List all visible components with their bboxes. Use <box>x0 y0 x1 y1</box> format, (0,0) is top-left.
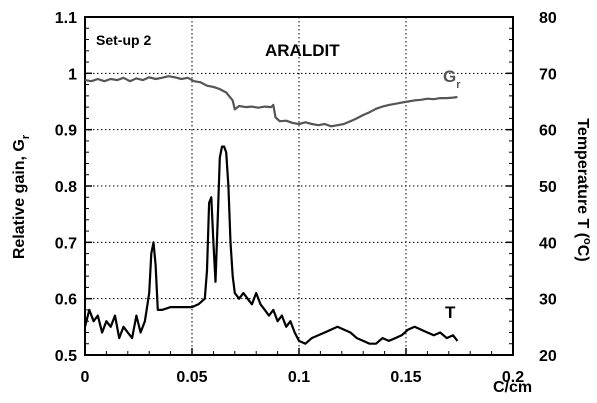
annotation-material: ARALDIT <box>265 41 340 60</box>
x-tick-label: 0.15 <box>390 369 421 386</box>
y-right-axis-title-sup: o <box>581 238 593 245</box>
x-axis-title: C/cm <box>493 379 532 396</box>
x-tick-labels: 0 0.05 0.1 0.15 0.2 <box>81 369 525 386</box>
series-line-t <box>83 145 459 345</box>
y-left-tick-label: 0.9 <box>55 123 77 140</box>
axis-ticks <box>84 16 514 356</box>
y-right-tick-label: 30 <box>539 292 557 309</box>
y-right-tick-label: 20 <box>539 348 557 365</box>
y-right-tick-label: 70 <box>539 66 557 83</box>
annotation-setup: Set-up 2 <box>96 32 151 48</box>
series-label-gr: Gr <box>443 67 461 91</box>
y-left-tick-label: 1 <box>68 66 77 83</box>
y-left-tick-labels: 0.5 0.6 0.7 0.8 0.9 1 1.1 <box>55 10 77 365</box>
series-label-t: T <box>445 303 456 322</box>
y-left-tick-label: 0.7 <box>55 235 77 252</box>
y-right-tick-label: 80 <box>539 10 557 27</box>
x-tick-label: 0.1 <box>288 369 310 386</box>
grid <box>85 17 513 355</box>
x-tick-label: 0 <box>81 369 90 386</box>
y-left-tick-label: 0.8 <box>55 179 77 196</box>
y-left-tick-label: 0.6 <box>55 292 77 309</box>
x-tick-label: 0.2 <box>502 369 524 386</box>
y-left-axis-title-sub: r <box>20 134 32 139</box>
y-right-axis-title-end: C) <box>574 245 591 262</box>
y-right-tick-label: 40 <box>539 235 557 252</box>
y-right-tick-labels: 20 30 40 50 60 70 80 <box>539 10 557 365</box>
y-right-axis-title-main: Temperature T ( <box>574 118 591 238</box>
x-tick-label: 0.05 <box>176 369 207 386</box>
y-left-axis-title-main: Relative gain, G <box>11 139 28 259</box>
series-label-gr-sub: r <box>456 79 461 91</box>
series-line-gr <box>84 75 458 128</box>
y-right-axis-title: Temperature T (oC) <box>574 118 593 261</box>
y-right-tick-label: 60 <box>539 123 557 140</box>
y-right-tick-label: 50 <box>539 179 557 196</box>
y-left-tick-label: 1.1 <box>55 10 77 27</box>
y-left-tick-label: 0.5 <box>55 348 77 365</box>
series-label-gr-main: G <box>443 67 456 86</box>
y-left-axis-title: Relative gain, Gr <box>11 134 32 259</box>
series-lines <box>83 75 459 345</box>
